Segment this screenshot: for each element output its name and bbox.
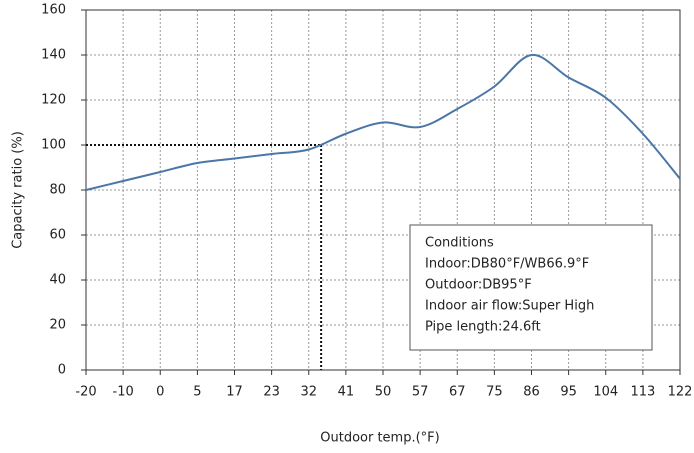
y-tick-label: 0	[58, 363, 66, 378]
x-tick-label: 113	[630, 385, 655, 400]
x-tick-label: 57	[412, 385, 429, 400]
x-tick-label: 67	[449, 385, 466, 400]
line	[85, 53, 681, 191]
annotation-line: Pipe length:24.6ft	[425, 320, 541, 335]
y-tick-label: 60	[49, 228, 66, 243]
x-tick-label: 95	[560, 385, 577, 400]
x-tick-label: 122	[668, 385, 693, 400]
annotation-line: Indoor:DB80°F/WB66.9°F	[425, 257, 589, 272]
x-tick-label: 86	[523, 385, 540, 400]
x-tick-label: 50	[375, 385, 392, 400]
x-tick-label: -10	[113, 385, 134, 400]
y-tick-label: 100	[41, 138, 66, 153]
annotation-line: Indoor air flow:Super High	[425, 299, 594, 314]
y-axis-label: Capacity ratio (%)	[11, 131, 26, 249]
x-tick-label: 104	[593, 385, 618, 400]
x-axis-label: Outdoor temp.(°F)	[320, 431, 439, 446]
x-tick-label: -20	[75, 385, 96, 400]
x-tick-label: 0	[156, 385, 164, 400]
x-tick-label: 41	[338, 385, 355, 400]
x-tick-label: 75	[486, 385, 503, 400]
y-tick-label: 160	[41, 3, 66, 18]
x-tick-label: 17	[226, 385, 243, 400]
y-tick-label: 20	[49, 318, 66, 333]
annotation-box	[409, 224, 653, 351]
x-tick-label: 32	[300, 385, 317, 400]
annotation-line: Conditions	[425, 236, 494, 251]
y-tick-label: 40	[49, 273, 66, 288]
annotation-line: Outdoor:DB95°F	[425, 278, 532, 293]
y-tick-label: 120	[41, 93, 66, 108]
x-tick-label: 5	[193, 385, 201, 400]
x-tick-label: 23	[263, 385, 280, 400]
y-tick-label: 80	[49, 183, 66, 198]
y-tick-label: 140	[41, 48, 66, 63]
